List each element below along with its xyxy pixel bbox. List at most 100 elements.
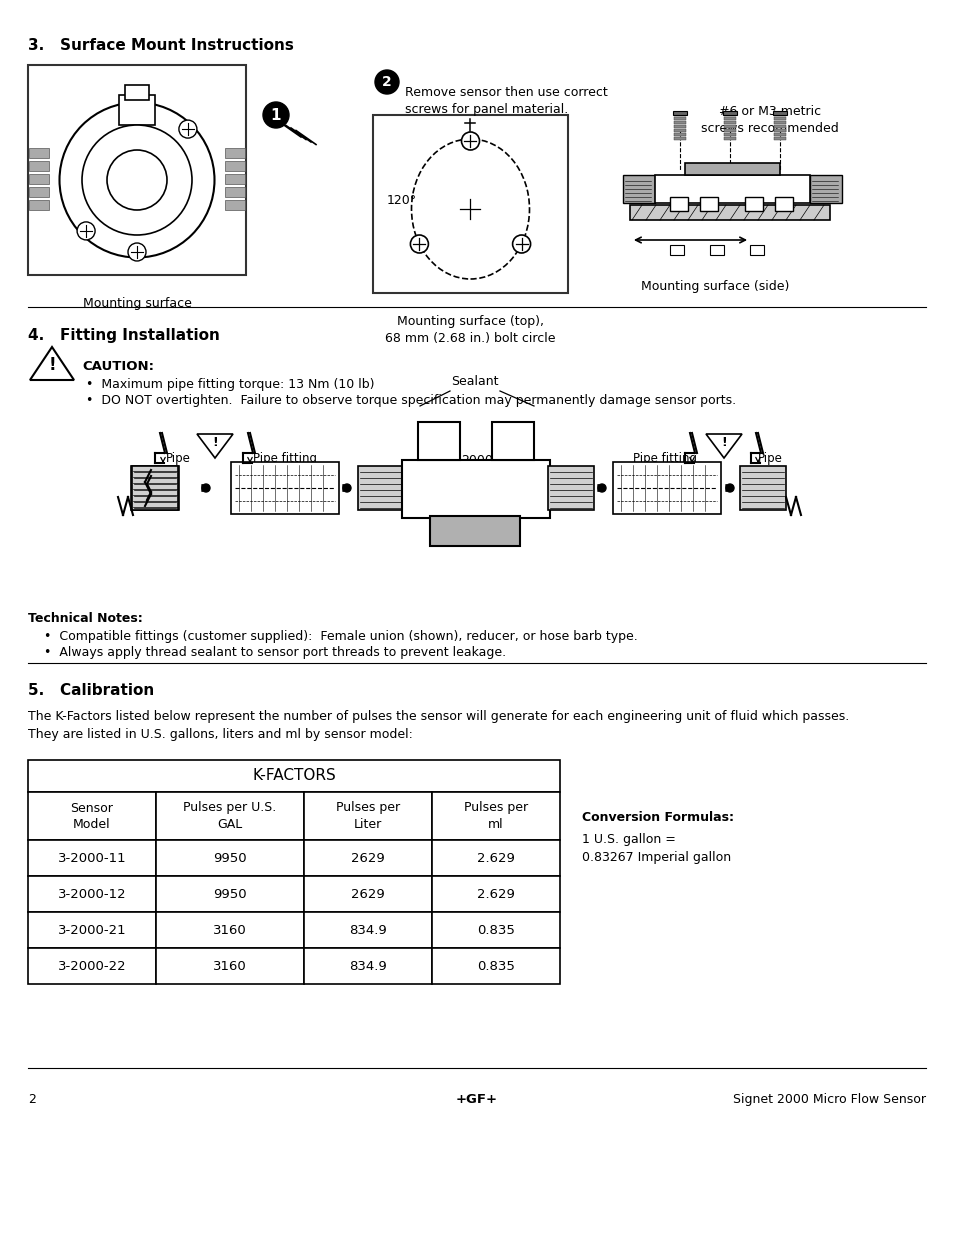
Text: 2.629: 2.629: [476, 888, 515, 900]
Bar: [432, 911, 559, 948]
Text: Pipe: Pipe: [757, 452, 781, 466]
Text: !: !: [212, 436, 217, 448]
Text: 3160: 3160: [213, 960, 247, 972]
Text: !: !: [720, 436, 726, 448]
Text: 2000: 2000: [460, 454, 493, 467]
Bar: [672, 111, 686, 115]
Circle shape: [343, 484, 351, 492]
Bar: [132, 466, 178, 510]
Bar: [119, 95, 154, 125]
Bar: [773, 133, 785, 136]
Text: 3.   Surface Mount Instructions: 3. Surface Mount Instructions: [28, 38, 294, 53]
Bar: [622, 175, 655, 203]
Text: Pipe: Pipe: [166, 452, 191, 466]
Text: Technical Notes:: Technical Notes:: [28, 613, 143, 625]
Bar: [684, 163, 780, 175]
Bar: [673, 125, 685, 128]
Bar: [125, 85, 149, 100]
Text: Mounting surface: Mounting surface: [83, 296, 192, 310]
Text: Pipe fitting: Pipe fitting: [633, 452, 697, 466]
Bar: [673, 137, 685, 140]
Bar: [669, 245, 683, 254]
Bar: [28, 911, 156, 948]
Bar: [156, 840, 304, 876]
Bar: [29, 186, 49, 198]
Text: 1: 1: [271, 107, 281, 122]
Bar: [773, 137, 785, 140]
Bar: [304, 792, 432, 840]
Text: #6 or M3 metric
screws recommended: #6 or M3 metric screws recommended: [700, 105, 838, 135]
Text: Sensor
Model: Sensor Model: [71, 802, 113, 830]
Bar: [669, 198, 687, 211]
Bar: [749, 245, 763, 254]
Circle shape: [375, 70, 398, 94]
Circle shape: [598, 484, 605, 492]
Text: •  Maximum pipe fitting torque: 13 Nm (10 lb): • Maximum pipe fitting torque: 13 Nm (10…: [86, 378, 375, 391]
Bar: [28, 65, 246, 275]
Bar: [700, 198, 718, 211]
Text: 2629: 2629: [351, 851, 384, 864]
Bar: [28, 840, 156, 876]
Bar: [547, 466, 594, 510]
Bar: [156, 911, 304, 948]
Text: 834.9: 834.9: [349, 960, 387, 972]
Circle shape: [461, 132, 479, 149]
Bar: [430, 516, 519, 546]
Polygon shape: [30, 347, 74, 380]
Bar: [156, 792, 304, 840]
Text: 2: 2: [28, 1093, 36, 1107]
Text: 3-2000-21: 3-2000-21: [57, 924, 126, 936]
Bar: [28, 876, 156, 911]
Bar: [744, 198, 762, 211]
Bar: [357, 466, 403, 510]
Text: •  Always apply thread sealant to sensor port threads to prevent leakage.: • Always apply thread sealant to sensor …: [44, 646, 506, 659]
Text: Pulses per U.S.
GAL: Pulses per U.S. GAL: [183, 802, 276, 830]
Bar: [722, 111, 737, 115]
Text: Pipe fitting: Pipe fitting: [253, 452, 316, 466]
Bar: [156, 948, 304, 984]
Bar: [29, 161, 49, 170]
Text: Pulses per
Liter: Pulses per Liter: [335, 802, 399, 830]
Ellipse shape: [82, 125, 192, 235]
Bar: [156, 876, 304, 911]
Bar: [29, 174, 49, 184]
Bar: [723, 137, 735, 140]
Bar: [809, 175, 841, 203]
Text: 0.835: 0.835: [476, 960, 515, 972]
Bar: [773, 117, 785, 120]
Text: 9950: 9950: [213, 888, 247, 900]
Text: 1 U.S. gallon =
0.83267 Imperial gallon: 1 U.S. gallon = 0.83267 Imperial gallon: [581, 832, 730, 864]
Bar: [673, 121, 685, 124]
Bar: [723, 121, 735, 124]
Text: 2: 2: [382, 75, 392, 89]
Bar: [740, 466, 785, 510]
Bar: [28, 948, 156, 984]
Bar: [417, 422, 459, 459]
Text: The K-Factors listed below represent the number of pulses the sensor will genera: The K-Factors listed below represent the…: [28, 710, 848, 741]
Bar: [304, 876, 432, 911]
Bar: [673, 133, 685, 136]
Bar: [304, 840, 432, 876]
Bar: [225, 186, 245, 198]
Bar: [613, 462, 720, 514]
Text: K-FACTORS: K-FACTORS: [252, 768, 335, 783]
Text: 3-2000-12: 3-2000-12: [57, 888, 126, 900]
Bar: [723, 125, 735, 128]
Text: •  Compatible fittings (customer supplied):  Female union (shown), reducer, or h: • Compatible fittings (customer supplied…: [44, 630, 638, 643]
Bar: [373, 115, 567, 293]
Bar: [492, 422, 534, 459]
Circle shape: [179, 120, 196, 138]
Text: 5.   Calibration: 5. Calibration: [28, 683, 154, 698]
Bar: [432, 876, 559, 911]
Bar: [131, 466, 179, 510]
Circle shape: [263, 103, 289, 128]
Bar: [231, 462, 338, 514]
Bar: [673, 128, 685, 132]
Text: !: !: [49, 356, 56, 374]
Bar: [723, 128, 735, 132]
Text: Signet 2000 Micro Flow Sensor: Signet 2000 Micro Flow Sensor: [732, 1093, 925, 1107]
Bar: [28, 760, 559, 792]
Bar: [773, 128, 785, 132]
Bar: [304, 948, 432, 984]
Bar: [772, 111, 786, 115]
